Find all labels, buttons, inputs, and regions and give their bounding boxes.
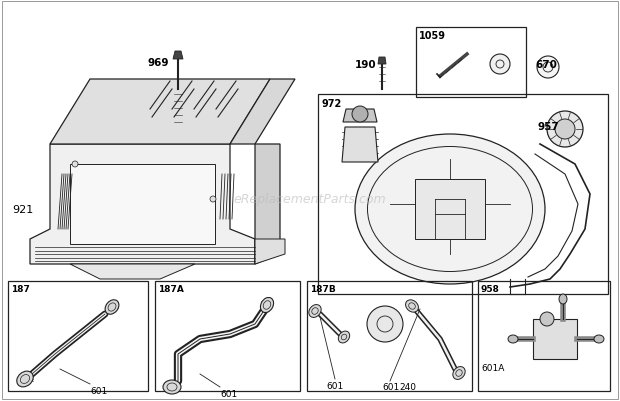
Text: 601: 601 xyxy=(382,382,399,391)
Polygon shape xyxy=(342,128,378,162)
Bar xyxy=(533,319,577,359)
Polygon shape xyxy=(230,80,295,145)
Polygon shape xyxy=(255,239,285,264)
Bar xyxy=(415,180,485,239)
Text: 958: 958 xyxy=(481,284,500,293)
Polygon shape xyxy=(70,164,215,244)
Circle shape xyxy=(537,57,559,79)
Text: 187B: 187B xyxy=(310,284,336,293)
Ellipse shape xyxy=(260,298,273,313)
Bar xyxy=(307,281,472,391)
Bar xyxy=(8,281,148,391)
Text: 187: 187 xyxy=(11,284,30,293)
Bar xyxy=(318,95,608,294)
Circle shape xyxy=(367,306,403,342)
Text: 601: 601 xyxy=(90,386,107,395)
Polygon shape xyxy=(70,264,195,279)
Text: 187A: 187A xyxy=(158,284,184,293)
Circle shape xyxy=(210,196,216,203)
Bar xyxy=(416,28,526,98)
Ellipse shape xyxy=(559,294,567,304)
Text: 969: 969 xyxy=(148,58,169,68)
Polygon shape xyxy=(255,145,280,264)
Circle shape xyxy=(555,120,575,140)
Ellipse shape xyxy=(405,300,419,312)
Ellipse shape xyxy=(309,305,321,318)
Text: 957: 957 xyxy=(538,122,560,132)
Text: eReplacementParts.com: eReplacementParts.com xyxy=(234,193,386,206)
Text: 972: 972 xyxy=(322,99,342,109)
Text: 921: 921 xyxy=(12,205,33,215)
Polygon shape xyxy=(50,80,270,145)
Ellipse shape xyxy=(17,371,33,387)
Text: 240: 240 xyxy=(399,382,416,391)
Bar xyxy=(155,281,300,391)
Ellipse shape xyxy=(594,335,604,343)
Polygon shape xyxy=(30,145,255,264)
Circle shape xyxy=(490,55,510,75)
Text: 601A: 601A xyxy=(481,363,505,372)
Text: 670: 670 xyxy=(535,60,557,70)
Ellipse shape xyxy=(105,300,119,314)
Text: 190: 190 xyxy=(355,60,376,70)
Ellipse shape xyxy=(163,380,181,394)
Bar xyxy=(478,281,610,391)
Polygon shape xyxy=(378,58,386,65)
Ellipse shape xyxy=(355,135,545,284)
Polygon shape xyxy=(343,110,377,123)
Circle shape xyxy=(547,112,583,148)
Circle shape xyxy=(540,312,554,326)
Ellipse shape xyxy=(508,335,518,343)
Circle shape xyxy=(72,162,78,168)
Circle shape xyxy=(352,107,368,123)
Ellipse shape xyxy=(339,331,350,343)
Text: 601: 601 xyxy=(326,381,343,390)
Polygon shape xyxy=(173,52,183,60)
Text: 601: 601 xyxy=(220,389,237,398)
Ellipse shape xyxy=(453,367,465,379)
Text: 1059: 1059 xyxy=(419,31,446,41)
